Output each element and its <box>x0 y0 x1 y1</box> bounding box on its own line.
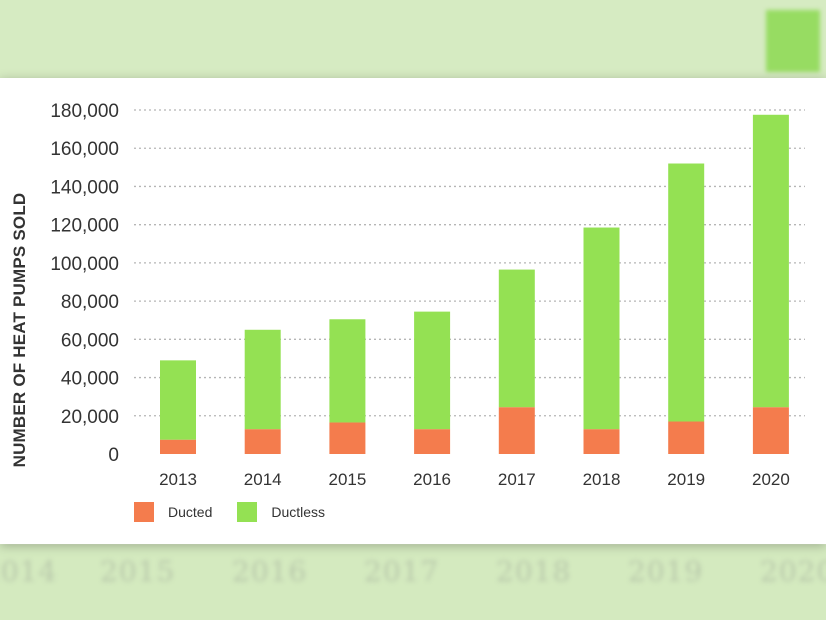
bg-year: 2015 <box>100 555 176 588</box>
chart-card: 0 20,000 40,000 60,000 80,000 100,000 120,000 1… <box>0 78 826 544</box>
bg-year: 2014 <box>0 555 58 588</box>
y-tick-label: 120,000 <box>50 216 119 237</box>
bg-year: 2016 <box>232 555 308 588</box>
x-tick-label: 2020 <box>752 470 790 489</box>
y-tick-label: 20,000 <box>61 407 119 428</box>
bar-ducted-2017 <box>498 407 535 454</box>
bar-ductless-2020 <box>752 114 789 408</box>
background-top-strip <box>0 0 826 78</box>
bar-ducted-2018 <box>583 429 620 454</box>
y-tick-label: 60,000 <box>61 330 119 351</box>
x-tick-label: 2017 <box>498 470 536 489</box>
bar-ducted-2015 <box>329 422 366 454</box>
bar-ducted-2019 <box>668 421 705 454</box>
x-tick-label: 2018 <box>583 470 621 489</box>
chart-legend: Ducted Ductless <box>134 502 350 522</box>
background-blurred-years: 2014 2015 2016 2017 2018 2019 2020 <box>0 555 826 595</box>
bg-year: 2020 <box>760 555 826 588</box>
y-tick-label: 180,000 <box>50 101 119 122</box>
bg-year: 2019 <box>628 555 704 588</box>
legend-item-ductless: Ductless <box>237 502 325 522</box>
bar-ductless-2015 <box>329 319 366 423</box>
y-tick-label: 40,000 <box>61 369 119 390</box>
y-tick-label: 100,000 <box>50 254 119 275</box>
bar-ductless-2013 <box>160 360 196 440</box>
y-tick-label: 80,000 <box>61 292 119 313</box>
bar-ductless-2016 <box>414 311 451 430</box>
y-axis-label: NUMBER OF HEAT PUMPS SOLD <box>10 192 29 468</box>
bar-ductless-2019 <box>668 163 705 422</box>
bar-ducted-2016 <box>414 429 451 454</box>
x-tick-label: 2015 <box>328 470 366 489</box>
y-tick-label: 0 <box>108 445 119 466</box>
x-tick-label: 2014 <box>244 470 282 489</box>
y-tick-label: 160,000 <box>50 139 119 160</box>
bg-year: 2017 <box>364 555 440 588</box>
bg-year: 2018 <box>496 555 572 588</box>
x-tick-label: 2013 <box>159 470 197 489</box>
y-tick-label: 140,000 <box>50 177 119 198</box>
legend-swatch-ducted <box>134 502 154 522</box>
background-bottom-strip: 2014 2015 2016 2017 2018 2019 2020 <box>0 545 826 620</box>
background-blurred-bar <box>766 10 820 72</box>
stacked-bar-chart: 0 20,000 40,000 60,000 80,000 100,000 120,000 1… <box>50 101 805 489</box>
legend-swatch-ductless <box>237 502 258 522</box>
x-tick-label: 2019 <box>667 470 705 489</box>
bar-ducted-2020 <box>752 407 789 454</box>
legend-item-ducted: Ducted <box>134 502 212 522</box>
bar-ductless-2014 <box>244 329 281 430</box>
bar-ducted-2013 <box>160 439 196 454</box>
bar-ductless-2018 <box>583 227 620 430</box>
bar-ductless-2017 <box>498 269 535 408</box>
bar-ducted-2014 <box>244 429 281 454</box>
legend-label-ducted: Ducted <box>168 504 213 520</box>
x-tick-label: 2016 <box>413 470 451 489</box>
legend-label-ductless: Ductless <box>271 504 326 520</box>
